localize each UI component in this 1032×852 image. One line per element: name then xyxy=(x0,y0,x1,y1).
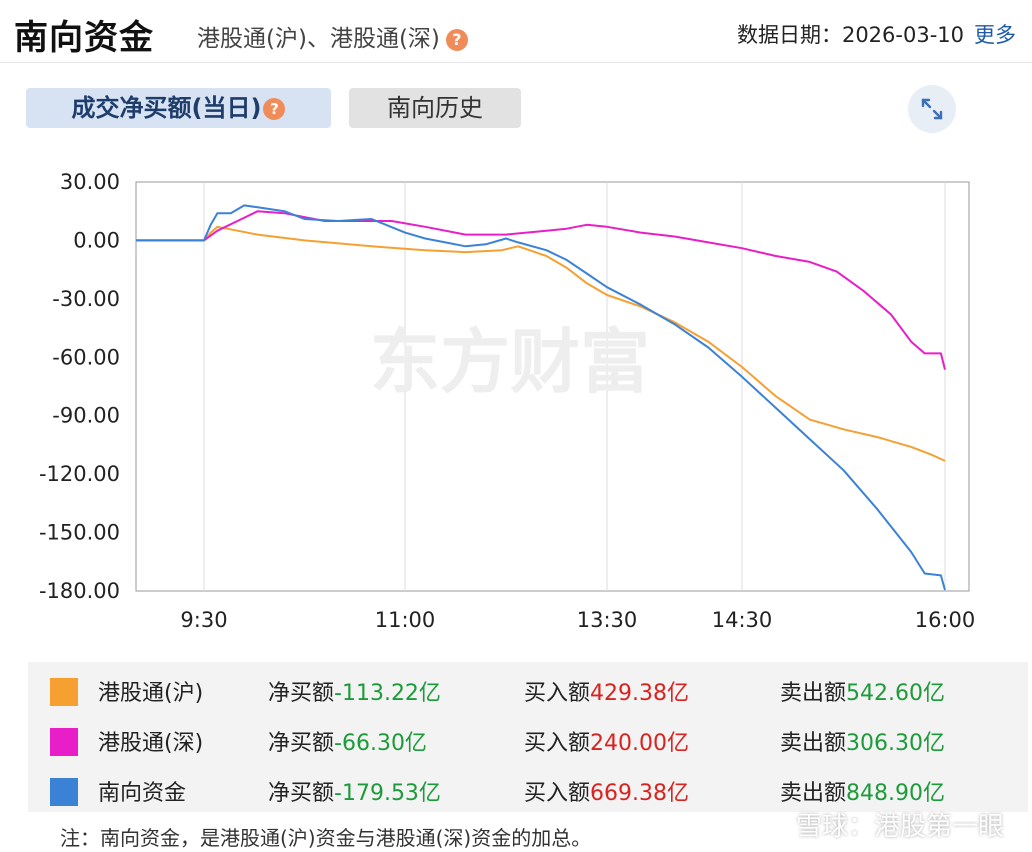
corner-watermark: 雪球：港股第一眼 xyxy=(795,812,1004,842)
legend-name: 南向资金 xyxy=(98,781,187,806)
buy-label: 买入额 xyxy=(524,731,591,756)
buy: 买入额429.38亿 xyxy=(524,675,689,707)
y-tick-label: 30.00 xyxy=(60,170,120,194)
buy-value: 429.38亿 xyxy=(590,681,689,706)
more-link[interactable]: 更多 xyxy=(974,23,1016,47)
x-tick-label: 16:00 xyxy=(915,608,976,632)
y-tick-label: -90.00 xyxy=(52,404,120,428)
legend-swatch xyxy=(50,778,78,806)
y-tick-label: -180.00 xyxy=(39,579,120,603)
net-buy-label: 净买额 xyxy=(268,731,335,756)
y-tick-label: -120.00 xyxy=(39,462,120,486)
sell-value: 306.30亿 xyxy=(846,731,945,756)
net-buy-value: -179.53亿 xyxy=(334,781,441,806)
y-tick-label: -150.00 xyxy=(39,521,120,545)
header-bar: 南向资金 港股通(沪)、港股通(深)? 数据日期：2026-03-10 更多 xyxy=(0,0,1032,63)
net-buy-value: -66.30亿 xyxy=(334,731,427,756)
series-line xyxy=(136,204,946,591)
legend-swatch xyxy=(50,678,78,706)
date-value: 2026-03-10 xyxy=(841,23,964,47)
y-tick-label: -60.00 xyxy=(52,345,120,369)
date-label: 数据日期： xyxy=(736,23,842,47)
expand-icon[interactable] xyxy=(908,85,956,133)
x-tick-label: 14:30 xyxy=(712,608,773,632)
expand-icon-glyph xyxy=(921,98,943,120)
data-date: 数据日期：2026-03-10 更多 xyxy=(737,19,1016,49)
buy-value: 240.00亿 xyxy=(590,731,689,756)
grid xyxy=(135,181,970,592)
sell-label: 卖出额 xyxy=(780,781,847,806)
series-line xyxy=(136,210,946,370)
sell-label: 卖出额 xyxy=(780,681,847,706)
watermark-text: 东方财富 xyxy=(370,321,650,403)
legend-row: 港股通(深) 净买额-66.30亿 买入额240.00亿 卖出额306.30亿 xyxy=(28,714,1028,764)
net-buy: 净买额-179.53亿 xyxy=(268,775,441,807)
question-icon[interactable]: ? xyxy=(263,98,286,120)
legend-row: 南向资金 净买额-179.53亿 买入额669.38亿 卖出额848.90亿 xyxy=(28,764,1028,814)
buy-label: 买入额 xyxy=(524,781,591,806)
sell-value: 542.60亿 xyxy=(846,681,945,706)
series-lines xyxy=(136,204,946,591)
question-icon[interactable]: ? xyxy=(445,28,468,51)
page-title: 南向资金 xyxy=(14,18,154,58)
buy: 买入额669.38亿 xyxy=(524,775,689,807)
legend-name: 港股通(深) xyxy=(98,731,204,756)
sell-value: 848.90亿 xyxy=(846,781,945,806)
sell-label: 卖出额 xyxy=(780,731,847,756)
plot-frame xyxy=(135,181,970,592)
chart-area: 东方财富 30.00 0.00 -30.00 -60.00 -90.00 -120.00 -… xyxy=(0,160,1032,650)
net-buy-chart: 东方财富 30.00 0.00 -30.00 -60.00 -90.00 -120.00 -… xyxy=(39,170,975,632)
y-tick-label: -30.00 xyxy=(52,287,120,311)
net-buy-label: 净买额 xyxy=(268,681,335,706)
sell: 卖出额306.30亿 xyxy=(780,725,945,757)
subtitle: 港股通(沪)、港股通(深)? xyxy=(197,19,468,53)
sell: 卖出额542.60亿 xyxy=(780,675,945,707)
legend-swatch xyxy=(50,728,78,756)
y-tick-label: 0.00 xyxy=(73,228,120,252)
net-buy: 净买额-113.22亿 xyxy=(268,675,441,707)
y-axis: 30.00 0.00 -30.00 -60.00 -90.00 -120.00 -150.0… xyxy=(39,170,120,603)
legend-row: 港股通(沪) 净买额-113.22亿 买入额429.38亿 卖出额542.60亿 xyxy=(28,664,1028,714)
x-tick-label: 13:30 xyxy=(577,608,638,632)
legend-name: 港股通(沪) xyxy=(98,681,204,706)
series-line xyxy=(136,225,946,462)
x-tick-label: 9:30 xyxy=(180,608,227,632)
subtitle-text: 港股通(沪)、港股通(深) xyxy=(197,26,440,52)
buy-value: 669.38亿 xyxy=(590,781,689,806)
tab-net-buy-today[interactable]: 成交净买额(当日)? xyxy=(26,88,331,128)
footnote: 注：南向资金，是港股通(沪)资金与港股通(深)资金的加总。 xyxy=(60,826,592,850)
buy: 买入额240.00亿 xyxy=(524,725,689,757)
net-buy-value: -113.22亿 xyxy=(334,681,441,706)
buy-label: 买入额 xyxy=(524,681,591,706)
tab-southbound-history[interactable]: 南向历史 xyxy=(349,88,521,128)
x-tick-label: 11:00 xyxy=(375,608,436,632)
net-buy-label: 净买额 xyxy=(268,781,335,806)
x-axis: 9:30 11:00 13:30 14:30 16:00 xyxy=(180,608,975,632)
legend-table: 港股通(沪) 净买额-113.22亿 买入额429.38亿 卖出额542.60亿… xyxy=(28,662,1028,812)
tab-label: 南向历史 xyxy=(387,94,483,122)
net-buy: 净买额-66.30亿 xyxy=(268,725,427,757)
sell: 卖出额848.90亿 xyxy=(780,775,945,807)
tab-label: 成交净买额(当日) xyxy=(71,94,262,122)
